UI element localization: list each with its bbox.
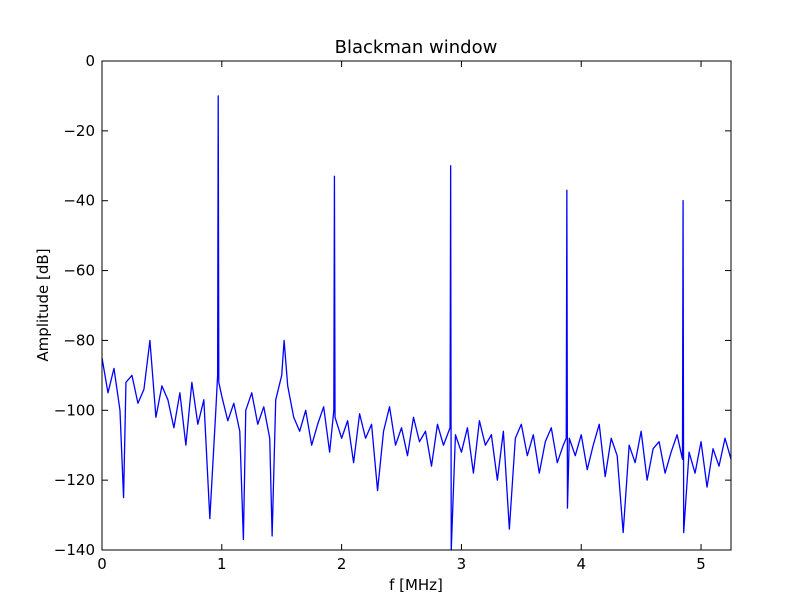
y-tick-label: −140: [54, 541, 95, 559]
chart-title: Blackman window: [335, 37, 498, 58]
plot-frame: [101, 60, 732, 551]
y-tick-label: −40: [63, 192, 95, 210]
y-tick-label: −120: [54, 471, 95, 489]
x-axis-label: f [MHz]: [389, 576, 443, 594]
y-tick-label: −20: [63, 122, 95, 140]
y-tick-label: −60: [63, 262, 95, 280]
x-tick-label: 3: [457, 555, 467, 573]
spectrum-line: [101, 95, 732, 551]
y-axis-label: Amplitude [dB]: [34, 248, 52, 361]
y-tick-label: −100: [54, 401, 95, 419]
y-tick-label: 0: [85, 52, 95, 70]
x-tick-label: 0: [97, 555, 107, 573]
x-tick-label: 1: [217, 555, 227, 573]
x-tick-label: 4: [576, 555, 586, 573]
x-tick-label: 2: [337, 555, 347, 573]
x-tick-label: 5: [696, 555, 706, 573]
y-tick-label: −80: [63, 331, 95, 349]
